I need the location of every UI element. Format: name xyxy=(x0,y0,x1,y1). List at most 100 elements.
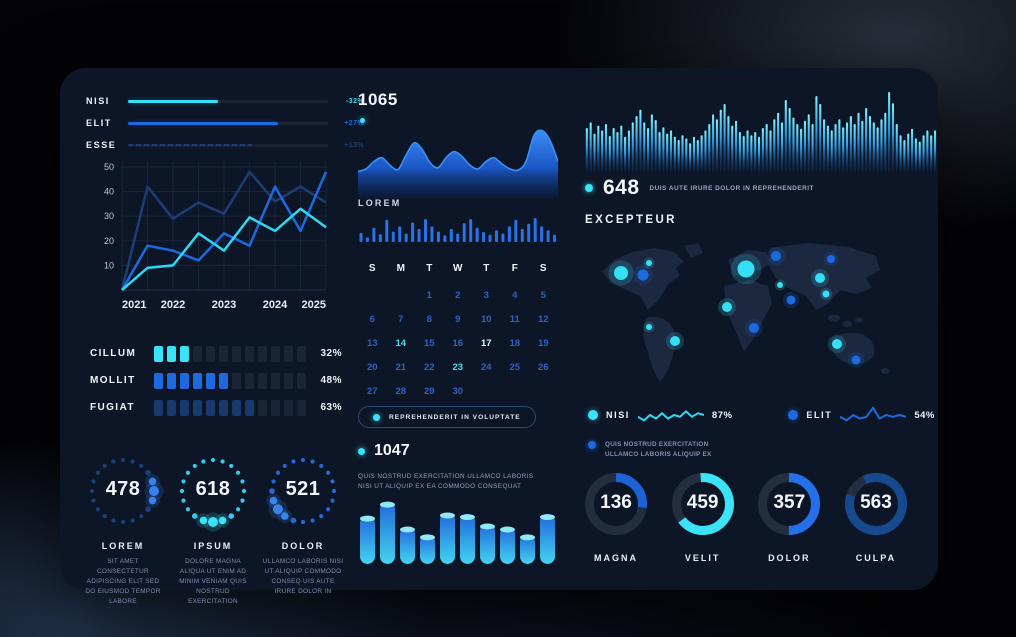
calendar-weekday: T xyxy=(483,263,490,274)
donut-value: 459 xyxy=(686,492,719,513)
calendar-day[interactable]: 16 xyxy=(452,338,464,349)
trend-bar-track xyxy=(128,121,328,125)
calendar-day[interactable]: 25 xyxy=(509,362,521,373)
segment-cell xyxy=(167,399,176,416)
calendar-day[interactable]: 28 xyxy=(395,386,407,397)
svg-text:2025: 2025 xyxy=(302,299,326,311)
donut-label: DOLOR xyxy=(768,553,811,563)
segment-bar-row: CILLUM 32% xyxy=(90,340,342,367)
calendar-day[interactable]: 2 xyxy=(455,290,461,301)
trend-bar-row: ELIT +27% xyxy=(86,112,364,134)
svg-text:40: 40 xyxy=(104,187,114,197)
trend-bar-label: ELIT xyxy=(86,118,112,128)
stat-dial: 521 DOLOR ULLAMCO LABORIS NISI UT ALIQUIP … xyxy=(262,450,344,607)
calendar-day[interactable]: 20 xyxy=(366,362,378,373)
segment-bars-group: CILLUM 32% MOLLIT 48% FUGIAT 63% xyxy=(90,340,342,421)
calendar-day xyxy=(472,380,501,404)
waveform-chart xyxy=(585,92,937,172)
svg-text:2021: 2021 xyxy=(122,299,146,311)
segment-cell xyxy=(180,372,189,389)
segment-bar-label: FUGIAT xyxy=(90,402,135,413)
donut-gauge: 357 DOLOR xyxy=(753,468,825,563)
segment-cell xyxy=(193,372,202,389)
calendar-day[interactable]: 23 xyxy=(452,362,464,373)
map-note: QUIS NOSTRUD EXERCITATION ULLAMCO LABORI… xyxy=(588,440,711,460)
spark-dot-icon xyxy=(588,410,598,420)
calendar-day[interactable]: 19 xyxy=(537,338,549,349)
segment-cell xyxy=(258,399,267,416)
svg-text:50: 50 xyxy=(104,162,114,172)
calendar-day[interactable]: 8 xyxy=(426,314,432,325)
calendar-day[interactable]: 22 xyxy=(423,362,435,373)
calendar-day[interactable]: 4 xyxy=(512,290,518,301)
segment-cell xyxy=(271,372,280,389)
segment-cell xyxy=(271,399,280,416)
segment-cell xyxy=(206,399,215,416)
stat-dot-icon xyxy=(360,118,365,123)
segment-cell xyxy=(154,345,163,362)
trend-bar-percent: +27% xyxy=(344,119,364,127)
segment-cell xyxy=(245,345,254,362)
dial-value: 618 xyxy=(195,478,231,500)
calendar-day[interactable]: 13 xyxy=(366,338,378,349)
segment-cell xyxy=(193,399,202,416)
donut-value: 136 xyxy=(600,492,632,513)
calendar-day[interactable]: 5 xyxy=(540,290,546,301)
trend-bar-row: NISI -32% xyxy=(86,90,364,112)
spark-percent: 54% xyxy=(914,409,935,421)
calendar-day[interactable]: 17 xyxy=(480,338,492,349)
lorem-label: LOREM xyxy=(358,198,402,208)
map-dots-layer xyxy=(608,247,865,369)
segment-bar-row: FUGIAT 63% xyxy=(90,394,342,421)
stat-dial: 618 IPSUM DOLORE MAGNA ALIQUA UT ENIM AD M… xyxy=(172,450,254,607)
donut-gauges-group: 136 MAGNA 459 VELIT 357 DOLOR 563 CULPA xyxy=(580,468,912,563)
calendar-day[interactable]: 6 xyxy=(369,314,375,325)
segment-cell xyxy=(154,372,163,389)
calendar-day[interactable]: 26 xyxy=(537,362,549,373)
trend-bar-fill xyxy=(128,144,252,146)
stat-1047-caption: QUIS NOSTRUD EXERCITATION ULLAMCO LABORI… xyxy=(358,473,534,491)
calendar-day[interactable]: 9 xyxy=(455,314,461,325)
cylinder-bar-chart xyxy=(360,501,555,564)
sparkline xyxy=(840,406,907,422)
reprehenderit-button[interactable]: REPREHENDERIT IN VOLUPTATE xyxy=(358,406,536,428)
calendar-day[interactable]: 11 xyxy=(509,314,520,325)
calendar: S M T W T F S 1 2 3 4 5 6 7 8 9 10 11 12 13 14 15 16 17 18 19 20 21… xyxy=(358,258,558,404)
segment-cell xyxy=(206,345,215,362)
calendar-day[interactable]: 1 xyxy=(426,290,432,301)
segment-bar-percent: 63% xyxy=(320,402,342,413)
stat-1047-dot-icon xyxy=(358,447,365,455)
calendar-day[interactable]: 15 xyxy=(423,338,435,349)
calendar-day[interactable]: 30 xyxy=(452,386,464,397)
sparkline-stats-group: NISI 87% ELIT 54% xyxy=(588,404,980,426)
calendar-day[interactable]: 7 xyxy=(398,314,404,325)
calendar-day[interactable]: 29 xyxy=(423,386,435,397)
calendar-day xyxy=(387,284,416,308)
segment-bar-cells xyxy=(154,399,308,416)
stat-648: 648 DUIS AUTE IRURE DOLOR IN REPREHENDER… xyxy=(585,176,814,200)
svg-text:20: 20 xyxy=(104,236,114,246)
stat-1047: 1047 xyxy=(358,442,410,460)
segment-cell xyxy=(258,345,267,362)
dial-value: 478 xyxy=(105,478,141,500)
calendar-day[interactable]: 14 xyxy=(395,338,407,349)
dial-value: 521 xyxy=(285,478,321,500)
dial-label: DOLOR xyxy=(281,541,325,551)
calendar-day[interactable]: 24 xyxy=(480,362,492,373)
segment-cell xyxy=(297,345,306,362)
button-dot-icon xyxy=(373,413,380,421)
segment-bar-cells xyxy=(154,345,308,362)
segment-cell xyxy=(284,372,293,389)
segment-cell xyxy=(297,372,306,389)
mini-bar-chart xyxy=(359,218,557,242)
trend-bars-group: NISI -32% ELIT +27% ESSE +13% xyxy=(86,90,364,156)
calendar-day[interactable]: 27 xyxy=(366,386,378,397)
calendar-day[interactable]: 21 xyxy=(395,362,407,373)
calendar-day[interactable]: 18 xyxy=(509,338,521,349)
segment-bar-label: CILLUM xyxy=(90,348,137,359)
calendar-day[interactable]: 3 xyxy=(483,290,489,301)
calendar-day[interactable]: 10 xyxy=(480,314,492,325)
spark-dot-icon xyxy=(788,410,799,420)
calendar-weekday: S xyxy=(368,263,376,274)
calendar-day[interactable]: 12 xyxy=(537,314,549,325)
